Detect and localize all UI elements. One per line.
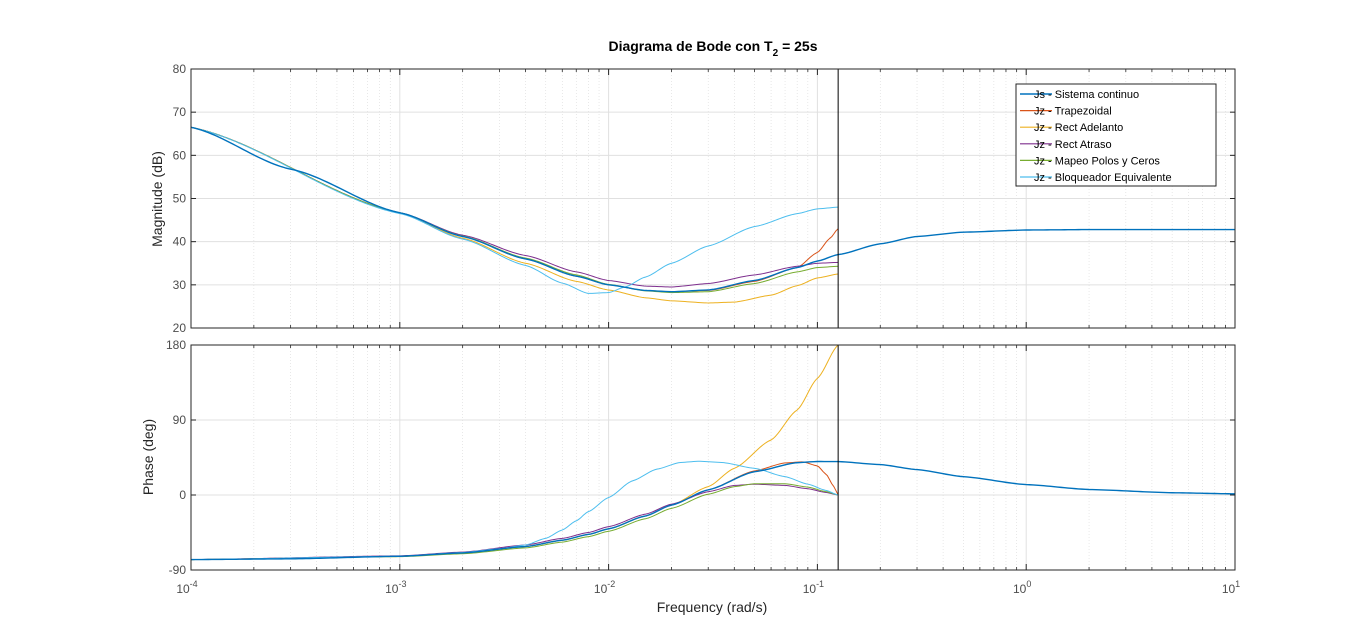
phase-series-line xyxy=(190,460,839,561)
magnitude-ytick-label: 80 xyxy=(173,62,187,76)
phase-ytick-label: -90 xyxy=(169,563,187,577)
phase-ytick-label: 180 xyxy=(166,338,186,352)
x-tick-label: 10-3 xyxy=(385,579,406,596)
magnitude-series-line xyxy=(190,126,839,294)
legend-entry: Jz - Trapezoidal xyxy=(1034,106,1112,118)
x-tick-label: 10-1 xyxy=(803,579,824,596)
x-axis-label: Frequency (rad/s) xyxy=(657,599,767,615)
legend-entry: Jz - Bloqueador Equivalente xyxy=(1034,172,1172,184)
magnitude-ytick-label: 60 xyxy=(173,148,187,162)
x-tick-label: 101 xyxy=(1222,579,1240,596)
legend: Js - Sistema continuo Jz - Trapezoidal Jz … xyxy=(1015,83,1217,187)
chart-title: Diagrama de Bode con T2 = 25s xyxy=(608,38,817,59)
phase-series-line xyxy=(190,460,1236,561)
phase-axes-frame xyxy=(190,344,1236,571)
legend-entry: Jz - Rect Atraso xyxy=(1034,139,1112,151)
magnitude-ytick-label: 50 xyxy=(173,192,187,206)
x-tick-label: 100 xyxy=(1013,579,1031,596)
magnitude-ytick-label: 70 xyxy=(173,105,187,119)
magnitude-series-line xyxy=(190,126,839,288)
legend-box xyxy=(1015,83,1217,187)
magnitude-series-line xyxy=(190,126,1235,293)
phase-axes: -90 0 90 180 10-4 10-3 10-2 10-1 100 101 xyxy=(166,338,1240,596)
magnitude-series-line xyxy=(190,126,839,293)
x-tick-label: 10-2 xyxy=(594,579,615,596)
magnitude-axes-frame xyxy=(190,68,1236,329)
x-tick-label: 10-4 xyxy=(176,579,197,596)
phase-ytick-label: 90 xyxy=(173,413,187,427)
magnitude-ytick-label: 20 xyxy=(173,321,187,335)
magnitude-series-line xyxy=(190,126,839,294)
legend-entry: Js - Sistema continuo xyxy=(1034,89,1139,101)
magnitude-ytick-label: 30 xyxy=(173,278,187,292)
magnitude-ytick-label: 40 xyxy=(173,235,187,249)
phase-ylabel: Phase (deg) xyxy=(140,419,156,495)
magnitude-ylabel: Magnitude (dB) xyxy=(149,151,165,247)
phase-ytick-label: 0 xyxy=(179,488,186,502)
phase-series-line xyxy=(190,344,839,561)
legend-entry: Jz - Mapeo Polos y Ceros xyxy=(1034,155,1160,167)
legend-entry: Jz - Rect Adelanto xyxy=(1034,122,1123,134)
